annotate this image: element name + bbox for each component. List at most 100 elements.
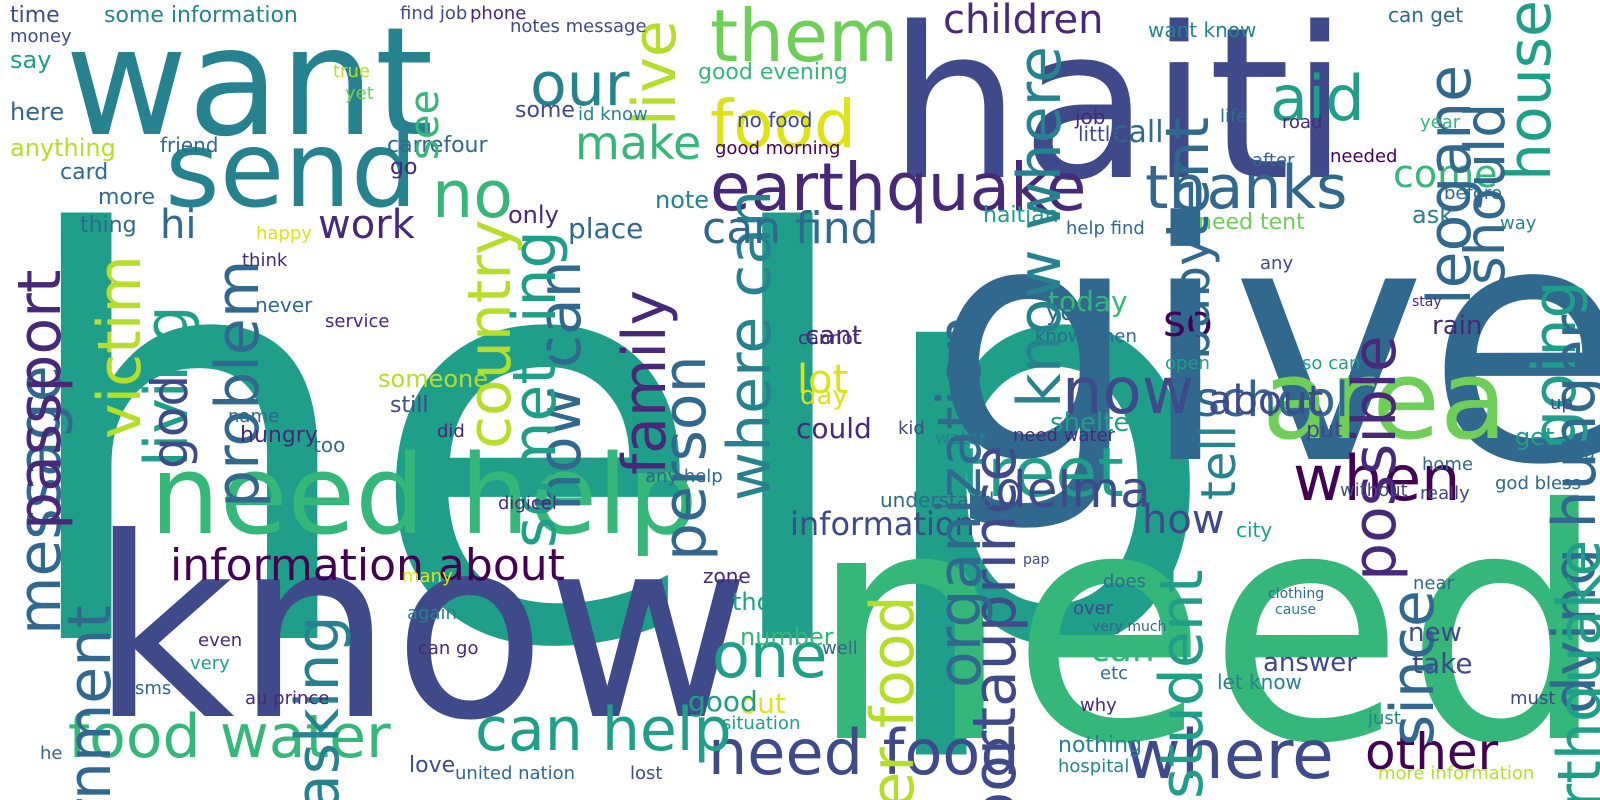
- word-lost: lost: [630, 763, 663, 784]
- word-cant: cant: [805, 321, 862, 351]
- word-too: too: [313, 433, 346, 457]
- word-know: know: [90, 484, 751, 775]
- word-let-know: let know: [1217, 670, 1302, 694]
- word-yet: yet: [345, 83, 374, 104]
- word-rain: rain: [1432, 311, 1483, 341]
- word-more-information: more information: [1378, 763, 1535, 784]
- word-here: here: [10, 98, 65, 126]
- word-money: money: [10, 26, 72, 47]
- word-your: your: [1046, 298, 1100, 326]
- word-put: put: [1306, 418, 1343, 443]
- word-those: those: [732, 588, 799, 616]
- word-organization: organization: [925, 314, 995, 688]
- word-home: home: [1422, 454, 1474, 475]
- word-take: take: [1412, 647, 1473, 680]
- word-out: out: [740, 687, 786, 720]
- word-id-know: id know: [578, 104, 648, 125]
- word-earthquake: earthquake: [710, 149, 1087, 226]
- word-passport: passport: [5, 269, 75, 530]
- word-thanks: thanks: [1145, 153, 1348, 223]
- word-job: job: [1075, 105, 1106, 129]
- word-understand: understand: [880, 488, 995, 512]
- word-does: does: [1103, 571, 1146, 592]
- word-food: food: [710, 86, 856, 163]
- word-see: see: [402, 89, 448, 160]
- word-just: just: [1368, 708, 1401, 729]
- word-cause: cause: [1275, 602, 1317, 618]
- word-water-food: water food: [858, 595, 928, 800]
- word-notes-message: notes message: [510, 16, 647, 37]
- word-area: area: [1262, 336, 1508, 464]
- word-get: get: [1515, 423, 1555, 451]
- word-card: card: [60, 160, 109, 185]
- word-port-au: port au: [1530, 443, 1596, 464]
- word-so-can: so can: [1302, 353, 1361, 374]
- word-zone: zone: [703, 564, 751, 588]
- word-school: school: [1195, 372, 1349, 428]
- word-year: year: [1420, 112, 1461, 133]
- word-anything: anything: [10, 134, 116, 162]
- word-need-tent: need tent: [1198, 210, 1305, 235]
- word-food-water: food water: [68, 702, 391, 772]
- word-know-where: know where: [1005, 46, 1075, 408]
- word-over: over: [1073, 598, 1114, 619]
- word-he: he: [40, 743, 63, 764]
- word-information-about: information about: [170, 540, 565, 591]
- word-when: when: [1293, 442, 1461, 515]
- word-can-find: can find: [702, 203, 879, 254]
- word-lot: lot: [797, 357, 849, 403]
- word-government: government: [55, 605, 125, 800]
- word-send: send: [165, 109, 418, 231]
- word-thing: thing: [80, 213, 137, 238]
- word-no: no: [432, 158, 513, 233]
- word-now: now: [1062, 355, 1195, 429]
- word-very: very: [190, 653, 230, 674]
- word-can: can: [1090, 629, 1155, 670]
- word-without: without: [1340, 480, 1408, 501]
- word-life: life: [1220, 106, 1248, 127]
- word-so: so: [1163, 296, 1213, 347]
- word-little: little: [1078, 122, 1123, 146]
- word-road: road: [1282, 112, 1323, 133]
- word-tent: tent: [1153, 117, 1223, 239]
- word-pap: pap: [1023, 552, 1050, 568]
- word-want: want: [65, 0, 434, 170]
- word-love: love: [409, 753, 456, 778]
- word-why: why: [1080, 695, 1117, 716]
- word-new: new: [1408, 618, 1462, 648]
- word-children: children: [943, 0, 1104, 43]
- word-come: come: [1393, 152, 1498, 196]
- word-up: up: [1550, 393, 1573, 414]
- word-only: only: [508, 201, 559, 229]
- word-after: after: [1252, 150, 1295, 171]
- word-well: well: [822, 638, 858, 659]
- word-needed: needed: [1330, 146, 1398, 167]
- word-hungry: hungry: [240, 423, 318, 448]
- word-even: even: [198, 630, 243, 651]
- word-any-help: any help: [645, 466, 723, 487]
- word-think: think: [242, 250, 288, 271]
- word-no-food: no food: [737, 108, 813, 132]
- word-one: one: [712, 619, 828, 692]
- word-work: work: [318, 202, 415, 248]
- word-need-water: need water: [1013, 425, 1115, 446]
- word-near: near: [1413, 573, 1454, 594]
- word-haitian: haitian: [983, 203, 1059, 228]
- word-note: note: [655, 186, 710, 214]
- word-god: god: [141, 374, 199, 469]
- word-still: still: [390, 393, 429, 418]
- word-good: good: [688, 685, 758, 718]
- word-street: street: [925, 434, 1124, 513]
- word-many: many: [402, 566, 453, 587]
- word-very-much: very much: [1092, 619, 1167, 635]
- word-good-morning: good morning: [715, 138, 841, 159]
- word-haiti: haiti: [888, 0, 1349, 227]
- word-way: way: [1500, 213, 1537, 234]
- word-happy: happy: [256, 223, 312, 244]
- word-kid: kid: [898, 418, 925, 439]
- word-go: go: [390, 155, 418, 180]
- word-make: make: [575, 116, 702, 170]
- word-where: where: [1125, 716, 1334, 795]
- word-say: say: [10, 46, 52, 74]
